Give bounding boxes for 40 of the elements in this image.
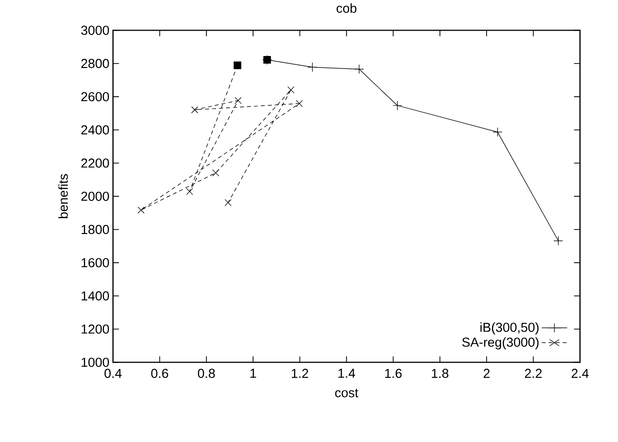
x-tick-label: 0.6 xyxy=(151,368,168,378)
x-tick-label: 1 xyxy=(250,368,256,378)
point xyxy=(492,127,502,137)
x-axis-title: cost xyxy=(335,388,358,398)
x-tick-label: 1.2 xyxy=(292,368,308,378)
x-tick-label: 1.4 xyxy=(338,368,356,378)
x-tick-label: 1.8 xyxy=(432,368,448,378)
point xyxy=(224,198,232,206)
y-tick-label: 3000 xyxy=(81,26,109,35)
y-axis-title: benefits xyxy=(58,174,68,218)
point xyxy=(234,96,242,104)
x-tick-label: 2.4 xyxy=(572,368,589,378)
x-tick-label: 1.6 xyxy=(385,368,402,378)
y-tick-label: 2600 xyxy=(81,92,109,102)
y-tick-label: 2800 xyxy=(81,58,109,68)
point xyxy=(354,64,364,74)
point xyxy=(554,236,564,246)
x-tick-label: 2.2 xyxy=(524,368,542,378)
point xyxy=(296,100,303,107)
legend-label: iB(300,50) xyxy=(480,322,539,334)
y-tick-label: 1800 xyxy=(82,224,109,234)
point xyxy=(392,100,402,110)
y-tick-label: 2000 xyxy=(81,192,109,201)
x-tick-label: 0.4 xyxy=(104,368,122,378)
y-tick-label: 1200 xyxy=(82,324,109,334)
y-tick-label: 1400 xyxy=(82,291,109,300)
point xyxy=(191,106,198,114)
point xyxy=(138,206,144,214)
point xyxy=(308,62,318,72)
point xyxy=(212,169,220,176)
chart-title: cob xyxy=(336,3,356,13)
y-tick-label: 2400 xyxy=(81,125,109,134)
y-tick-label: 1000 xyxy=(82,358,109,367)
point xyxy=(287,86,294,94)
point xyxy=(186,188,194,195)
y-tick-label: 2200 xyxy=(81,158,109,168)
legend-label: SA-reg(3000) xyxy=(462,337,539,350)
x-tick-label: 0.8 xyxy=(198,368,215,378)
y-tick-label: 1600 xyxy=(82,258,109,268)
x-tick-label: 2 xyxy=(484,368,490,378)
